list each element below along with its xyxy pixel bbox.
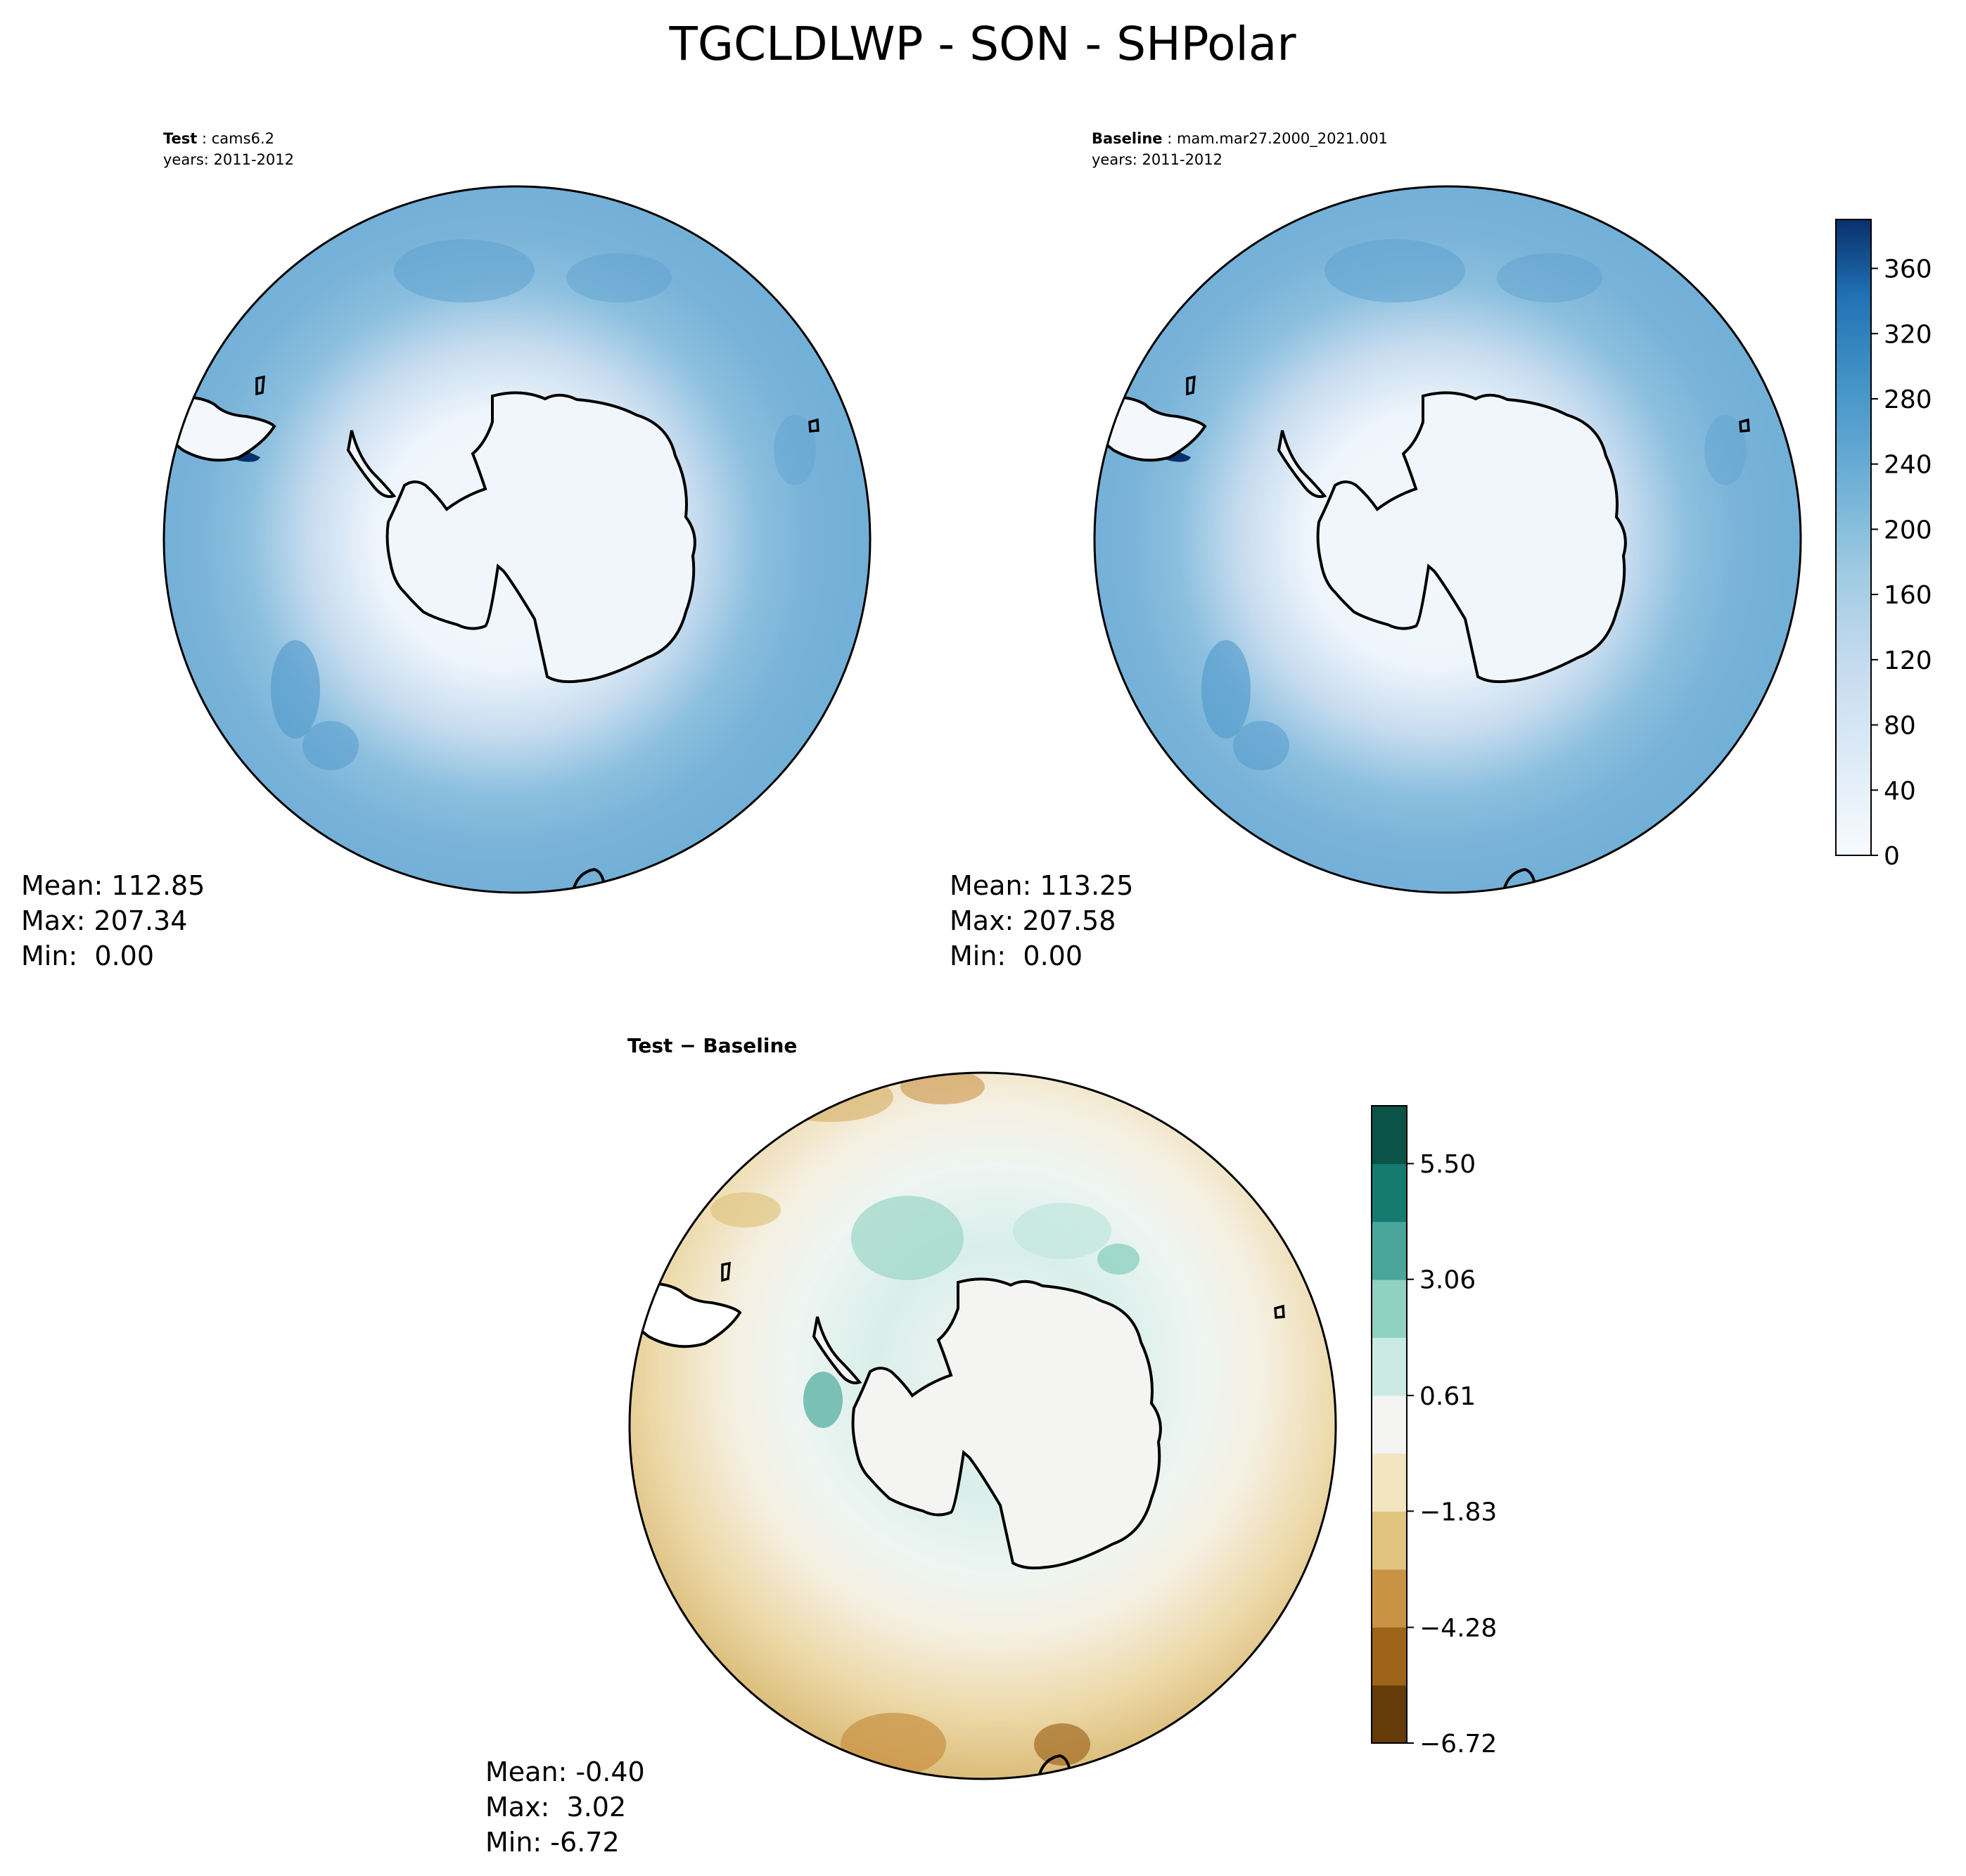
baseline-map — [1093, 185, 1802, 894]
main-colorbar-tick-label: 40 — [1884, 777, 1916, 805]
antarctica-outline — [851, 1277, 1162, 1570]
baseline-label-bold: Baseline — [1092, 130, 1163, 147]
diff-colorbar-ticks: −6.72 −4.28 −1.83 0.61 3.06 5.50 — [1407, 1150, 1497, 1759]
island-outline — [255, 375, 265, 396]
diff-colorbar-bands — [1372, 1106, 1407, 1744]
diff-colorbar-band — [1372, 1685, 1407, 1744]
diff-colorbar-tick-label: 5.50 — [1419, 1150, 1476, 1179]
diff-stat-max: Max: 3.02 — [485, 1792, 626, 1823]
cloud-blob — [302, 721, 359, 770]
diff-blob — [851, 1196, 964, 1280]
baseline-panel: Baseline : mam.mar27.2000_2021.001 years… — [950, 130, 1802, 971]
main-colorbar-fill — [1835, 219, 1872, 856]
test-map — [162, 185, 872, 894]
map-boundary — [1093, 185, 1802, 894]
test-label-sep: : — [197, 130, 211, 147]
baseline-years: years: 2011-2012 — [1092, 151, 1223, 168]
island-outline — [721, 1261, 731, 1282]
cloud-blob — [1497, 253, 1602, 302]
antarctica-outline — [1316, 391, 1627, 684]
figure-title: TGCLDLWP - SON - SHPolar — [669, 17, 1297, 71]
cloud-blob — [394, 239, 535, 302]
diff-colorbar-band — [1372, 1453, 1407, 1512]
main-colorbar-tick-label: 360 — [1884, 255, 1932, 284]
south-america-coast — [164, 395, 276, 462]
diff-colorbar-tick-label: −1.83 — [1419, 1498, 1497, 1526]
main-colorbar-ticks: 0 40 80 120 160 200 240 280 320 360 — [1871, 255, 1932, 871]
island-outline — [808, 418, 819, 433]
diff-blob — [803, 1372, 843, 1428]
antarctic-peninsula — [346, 430, 397, 498]
diff-blob — [1034, 1723, 1090, 1766]
main-colorbar-tick-label: 120 — [1884, 646, 1932, 675]
diff-colorbar-band — [1372, 1627, 1407, 1686]
diff-colorbar: −6.72 −4.28 −1.83 0.61 3.06 5.50 — [1371, 1105, 1497, 1759]
test-case-name: cams6.2 — [212, 130, 274, 147]
diff-colorbar-band — [1372, 1280, 1407, 1338]
antarctic-peninsula — [1277, 430, 1327, 498]
diff-colorbar-band — [1372, 1106, 1407, 1164]
cloud-blob — [1201, 640, 1251, 739]
test-label-bold: Test — [163, 130, 197, 147]
diff-colorbar-band — [1372, 1221, 1407, 1280]
main-colorbar-tick-label: 240 — [1884, 451, 1932, 480]
test-years: years: 2011-2012 — [163, 151, 294, 168]
antarctica-outline — [385, 391, 696, 684]
diff-blob — [767, 1073, 893, 1122]
south-america-coast — [1094, 395, 1207, 462]
antarctic-peninsula — [812, 1316, 862, 1384]
test-stat-min: Min: 0.00 — [21, 940, 154, 971]
diff-colorbar-frame — [1371, 1105, 1408, 1744]
diff-colorbar-tick-label: −4.28 — [1419, 1614, 1497, 1643]
test-stat-max: Max: 207.34 — [21, 905, 187, 936]
test-panel-label: Test : cams6.2 — [163, 130, 274, 147]
diff-blob — [710, 1192, 781, 1227]
diff-panel-label: Test − Baseline — [627, 1034, 797, 1057]
diff-stat-min: Min: -6.72 — [485, 1827, 620, 1858]
island-outline — [1739, 418, 1750, 433]
south-america-coast — [630, 1282, 742, 1348]
map-boundary — [628, 1071, 1337, 1780]
diff-colorbar-tick-label: 3.06 — [1419, 1266, 1476, 1295]
baseline-case-name: mam.mar27.2000_2021.001 — [1177, 130, 1388, 148]
map-boundary — [162, 185, 872, 894]
baseline-label-sep: : — [1163, 130, 1177, 147]
diff-blob — [1097, 1244, 1140, 1275]
cloud-blob — [1704, 415, 1747, 485]
main-colorbar-tick-label: 200 — [1884, 516, 1932, 544]
diff-stat-mean: Mean: -0.40 — [485, 1756, 645, 1787]
diff-blob — [1013, 1203, 1111, 1259]
island-outline — [1274, 1304, 1285, 1319]
main-colorbar-tick-label: 320 — [1884, 320, 1932, 349]
baseline-stat-min: Min: 0.00 — [950, 940, 1083, 971]
cloud-blob — [566, 253, 672, 302]
diff-colorbar-tick-label: 0.61 — [1419, 1382, 1476, 1411]
test-stat-mean: Mean: 112.85 — [21, 870, 205, 901]
main-colorbar-tick-label: 80 — [1884, 712, 1916, 741]
diff-panel: Test − Baseline Mea — [485, 1034, 1337, 1858]
diff-colorbar-band — [1372, 1337, 1407, 1396]
baseline-stat-max: Max: 207.58 — [950, 905, 1116, 936]
cloud-blob — [271, 640, 320, 739]
diff-map — [628, 1071, 1337, 1780]
test-panel: Test : cams6.2 years: 2011-2012 Mean: — [21, 130, 872, 971]
diff-colorbar-tick-label: −6.72 — [1419, 1730, 1497, 1759]
diff-colorbar-band — [1372, 1163, 1407, 1223]
cloud-blob — [774, 415, 816, 485]
diff-colorbar-band — [1372, 1395, 1407, 1454]
cloud-blob — [1325, 239, 1465, 302]
cloud-blob — [1233, 721, 1289, 770]
diff-colorbar-band — [1372, 1511, 1407, 1570]
diff-colorbar-band — [1372, 1569, 1407, 1628]
baseline-panel-label: Baseline : mam.mar27.2000_2021.001 — [1092, 130, 1388, 148]
main-colorbar-tick-label: 280 — [1884, 385, 1932, 414]
main-colorbar-tick-label: 0 — [1884, 842, 1900, 871]
main-colorbar: 0 40 80 120 160 200 240 280 320 360 — [1835, 219, 1932, 871]
baseline-stat-mean: Mean: 113.25 — [950, 870, 1133, 901]
island-outline — [1186, 375, 1196, 396]
main-colorbar-tick-label: 160 — [1884, 581, 1932, 610]
